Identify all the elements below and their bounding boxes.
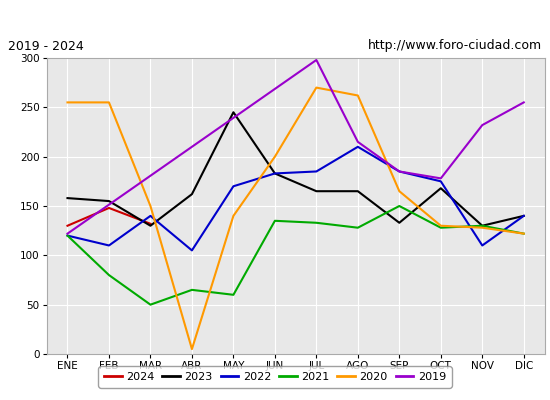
Text: Evolucion Nº Turistas Nacionales en el municipio de Fresnedillas de la Oliva: Evolucion Nº Turistas Nacionales en el m… bbox=[0, 10, 550, 24]
Text: 2019 - 2024: 2019 - 2024 bbox=[8, 40, 84, 52]
Legend: 2024, 2023, 2022, 2021, 2020, 2019: 2024, 2023, 2022, 2021, 2020, 2019 bbox=[98, 366, 452, 388]
Text: http://www.foro-ciudad.com: http://www.foro-ciudad.com bbox=[367, 40, 542, 52]
